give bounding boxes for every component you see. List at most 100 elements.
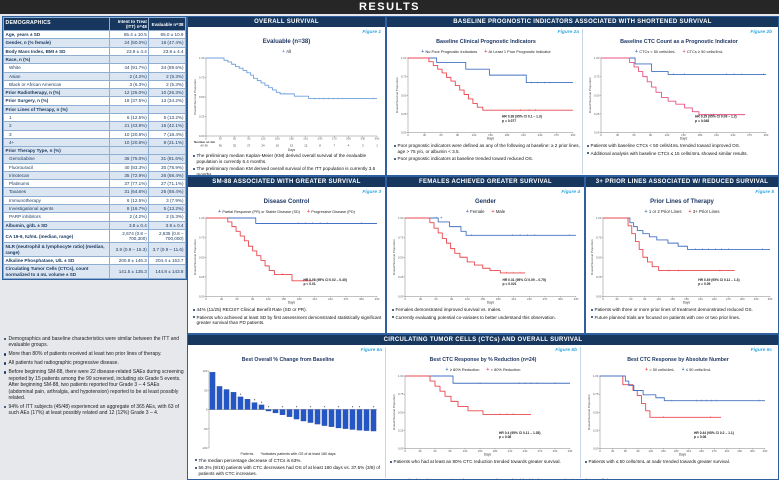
svg-text:0.00: 0.00 — [198, 294, 204, 298]
svg-text:+: + — [758, 399, 760, 403]
svg-text:+: + — [518, 381, 520, 385]
figure-6c-column: Best CTC Response by Absolute Number Fig… — [580, 346, 775, 478]
svg-text:330: 330 — [568, 449, 573, 453]
svg-text:+: + — [506, 413, 508, 417]
figure-4-label: Figure 4 — [561, 190, 580, 196]
svg-text:150: 150 — [488, 133, 493, 137]
svg-text:0.25: 0.25 — [398, 428, 404, 432]
evaluable-value: 7 (18.4%) — [148, 129, 186, 139]
svg-text:30: 30 — [418, 449, 422, 453]
evaluable-value: 204.4 ± 153.7 — [148, 255, 186, 266]
svg-text:0.75: 0.75 — [398, 392, 404, 396]
svg-text:+: + — [499, 413, 501, 417]
svg-text:210: 210 — [687, 449, 692, 453]
svg-text:+: + — [677, 269, 679, 273]
prior-lines-panel: 3+ PRIOR LINES ASSOCIATED W/ REDUCED SUR… — [585, 176, 779, 334]
legend-label: All — [286, 49, 292, 55]
svg-text:-50: -50 — [203, 427, 207, 431]
svg-text:+: + — [713, 113, 715, 117]
svg-text:Days: Days — [287, 300, 295, 304]
svg-text:1.00: 1.00 — [198, 216, 204, 220]
figure-3-label: Figure 3 — [362, 190, 381, 196]
evaluable-value: 27 (71.1%) — [148, 179, 186, 189]
itt-value: 3.8 ± 0.4 — [109, 220, 150, 230]
svg-text:p = 0.048: p = 0.048 — [695, 119, 709, 123]
svg-text:1.00: 1.00 — [593, 374, 599, 378]
svg-text:300: 300 — [571, 133, 576, 137]
overall-survival-panel-header: OVERALL SURVIVAL — [188, 17, 385, 28]
col-header-demographics: DEMOGRAPHICS — [2, 16, 111, 32]
figure-4-title-row: Gender Figure 4 — [390, 190, 581, 208]
svg-text:90: 90 — [643, 297, 647, 301]
row-label: Prior Radiotherapy, n (%) — [2, 88, 111, 98]
row-label: Circulating Tumor Cells (CTCs), count no… — [2, 264, 111, 279]
km-plot: 0.00 0.25 0.50 0.75 1.00 0 30 60 90 120 150 180 210 2… — [193, 216, 380, 304]
figure-2a-km-chart: 0.00 0.25 0.50 0.75 1.00 0 30 60 90 120 150 180 210 2… — [392, 56, 580, 142]
legend-label: < 80% Reduction — [490, 367, 521, 373]
table-row: 2 21 (43.8%) 16 (42.1%) — [2, 121, 186, 131]
svg-text:120: 120 — [665, 133, 670, 137]
legend-marker-icon: + — [644, 209, 649, 216]
svg-text:330: 330 — [374, 297, 379, 301]
svg-text:*: * — [310, 405, 312, 409]
svg-text:Overall Survival Proportion: Overall Survival Proportion — [395, 77, 399, 113]
svg-text:210: 210 — [508, 449, 513, 453]
svg-text:150: 150 — [480, 297, 485, 301]
svg-text:Overall Survival Proportion: Overall Survival Proportion — [588, 77, 592, 113]
svg-text:*: * — [268, 405, 270, 409]
svg-text:12: 12 — [304, 143, 308, 147]
figure-3-title: Disease Control — [263, 198, 310, 205]
evaluable-value: 31 (81.6%) — [148, 154, 186, 164]
figure-6a-title: Best Overall % Change from Baseline — [241, 356, 335, 363]
svg-text:180: 180 — [684, 297, 689, 301]
svg-text:+: + — [304, 222, 306, 226]
svg-text:+: + — [721, 247, 723, 251]
svg-text:HR 0.4 (95% CI 0.11 – 1.35): HR 0.4 (95% CI 0.11 – 1.35) — [499, 431, 540, 435]
evaluable-value — [148, 104, 186, 114]
svg-text:120: 120 — [656, 297, 661, 301]
itt-value: 2,674 (0.8 – 700,300) — [109, 228, 150, 244]
svg-text:240: 240 — [731, 133, 736, 137]
table-section-row: Prior Lines of Therapy, n (%) — [2, 104, 186, 114]
svg-text:+: + — [554, 381, 556, 385]
svg-text:24: 24 — [261, 143, 265, 147]
itt-value — [109, 146, 150, 156]
svg-text:300: 300 — [359, 297, 364, 301]
bullet-item: Poor prognostic indicators were defined … — [393, 143, 580, 154]
itt-value: 21 (43.8%) — [109, 121, 150, 131]
figure-2b-km-chart: 0.00 0.25 0.50 0.75 1.00 0 30 60 90 120 150 180 210 2… — [585, 56, 773, 142]
row-label: Gemcitabine — [2, 154, 111, 164]
svg-text:300: 300 — [740, 297, 745, 301]
svg-text:38: 38 — [204, 143, 208, 147]
disease-control-panel-body: Disease Control Figure 3 + Partial Respo… — [188, 187, 385, 333]
bullet-item: All patients had radiographic progressiv… — [3, 360, 184, 366]
svg-text:Days: Days — [683, 300, 691, 304]
figure-6a-bullets: The median percentage decrease of CTCs i… — [194, 458, 383, 478]
svg-text:+: + — [322, 97, 324, 101]
svg-text:60: 60 — [232, 136, 236, 140]
svg-text:19: 19 — [275, 143, 279, 147]
svg-text:90: 90 — [251, 297, 255, 301]
figure-1-title: Evaluable (n=38) — [262, 38, 311, 45]
evaluable-value: 2 (5.3%) — [148, 212, 186, 222]
svg-text:+: + — [719, 269, 721, 273]
km-plot: 0.00 0.25 0.50 0.75 1.00 0 30 60 90 120 150 180 210 2… — [392, 216, 579, 304]
svg-text:+: + — [762, 247, 764, 251]
demographics-table: DEMOGRAPHICS Intent to Treat (ITT) n=48 … — [2, 16, 186, 279]
svg-text:HR 0.29 (95% CI 0.09 – 1.2): HR 0.29 (95% CI 0.09 – 1.2) — [695, 114, 737, 118]
row-label: Gender, n (% female) — [2, 38, 111, 48]
row-label: 1 — [2, 112, 111, 123]
svg-text:+: + — [317, 97, 319, 101]
svg-text:180: 180 — [495, 297, 500, 301]
svg-text:+: + — [536, 81, 538, 85]
key-findings-bullet-list: Demographics and baseline characteristic… — [3, 336, 184, 419]
table-row: Fluorouracil 40 (83.3%) 30 (78.9%) — [2, 162, 186, 172]
svg-text:+: + — [704, 113, 706, 117]
svg-text:330: 330 — [360, 136, 365, 140]
figure-1-legend: + All — [191, 49, 382, 55]
svg-text:+: + — [470, 233, 472, 237]
evaluable-value: 5 (13.2%) — [148, 204, 186, 214]
svg-text:8: 8 — [319, 143, 321, 147]
svg-text:60: 60 — [433, 449, 437, 453]
svg-text:1.00: 1.00 — [198, 56, 204, 60]
